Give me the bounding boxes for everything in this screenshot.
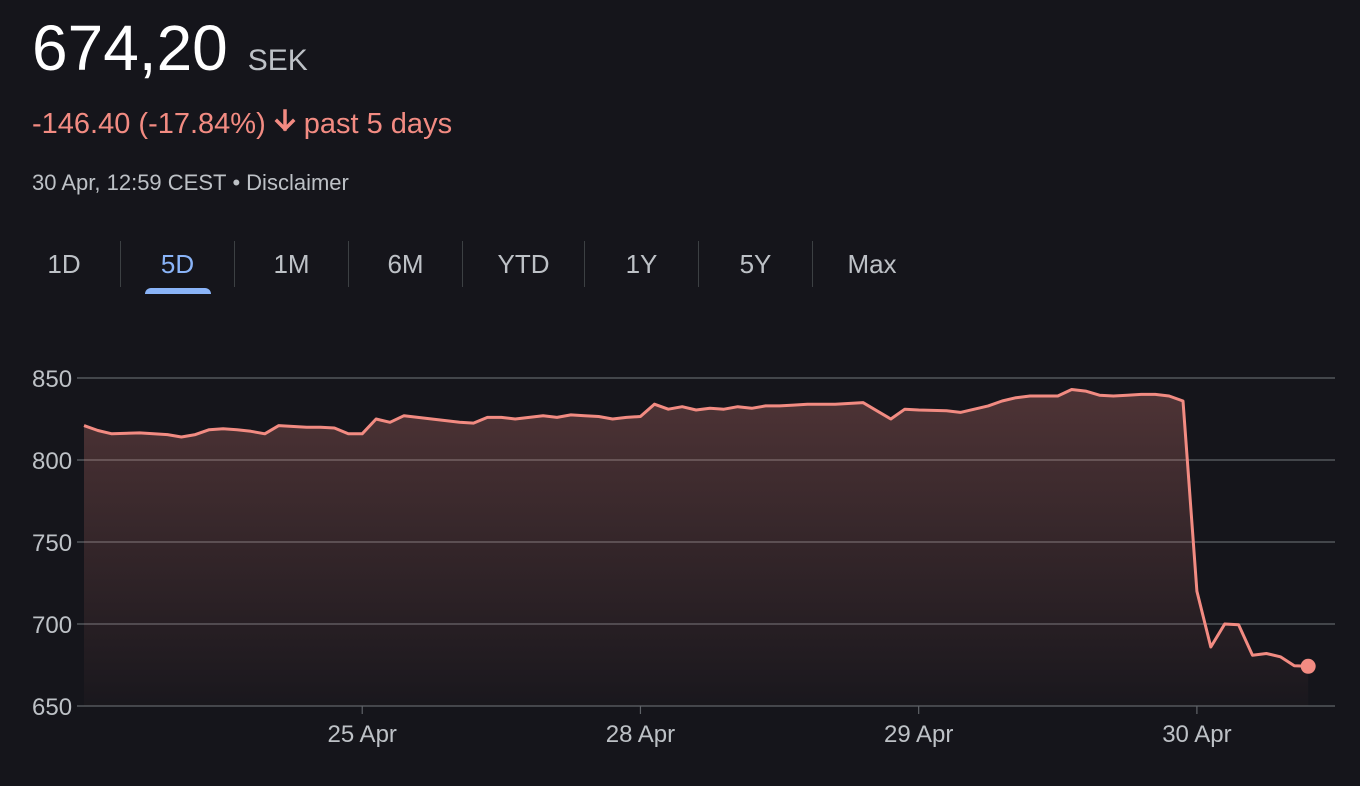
range-tabs: 1D 5D 1M 6M YTD 1Y 5Y Max	[8, 236, 931, 296]
change-period: past 5 days	[303, 108, 453, 140]
tab-divider	[812, 241, 813, 287]
currency-label: SEK	[247, 44, 308, 77]
quote-meta: 30 Apr, 12:59 CEST • Disclaimer	[32, 170, 349, 196]
arrow-down-icon	[274, 108, 296, 141]
tab-divider	[120, 241, 121, 287]
change-value: -146.40 (-17.84%)	[32, 108, 266, 140]
disclaimer-link[interactable]: Disclaimer	[246, 170, 349, 195]
timestamp: 30 Apr, 12:59 CEST	[32, 170, 227, 195]
tab-1d[interactable]: 1D	[47, 248, 81, 279]
current-price-marker	[1300, 658, 1316, 674]
y-tick-label: 650	[32, 694, 72, 721]
active-tab-indicator	[144, 288, 211, 294]
tab-1y[interactable]: 1Y	[625, 248, 658, 279]
y-tick-label: 850	[32, 366, 72, 393]
x-tick-label: 29 Apr	[884, 721, 953, 748]
price-area-fill	[84, 389, 1309, 706]
tab-ytd[interactable]: YTD	[497, 248, 550, 279]
price-chart[interactable]: 850 800 750 700 650 25 Apr 28 Apr 29 Apr 30 Apr	[0, 300, 1360, 786]
tab-divider	[462, 241, 463, 287]
tab-divider	[584, 241, 585, 287]
separator-dot: •	[232, 170, 241, 195]
tab-5d[interactable]: 5D	[121, 236, 234, 294]
tab-6m[interactable]: 6M	[387, 248, 424, 279]
tab-divider	[234, 241, 235, 287]
tab-5y[interactable]: 5Y	[739, 248, 772, 279]
tab-1m[interactable]: 1M	[273, 248, 310, 279]
y-tick-label: 700	[32, 612, 72, 639]
tab-max[interactable]: Max	[847, 248, 897, 279]
current-price: 674,20	[32, 12, 228, 84]
x-tick-label: 30 Apr	[1162, 721, 1231, 748]
x-tick-label: 25 Apr	[328, 721, 397, 748]
price-change: -146.40 (-17.84%) past 5 days	[32, 108, 452, 141]
price-line	[83, 388, 1309, 668]
y-tick-label: 750	[32, 530, 72, 557]
y-tick-label: 800	[32, 448, 72, 475]
tab-divider	[698, 241, 699, 287]
tab-divider	[348, 241, 349, 287]
price-row: 674,20 SEK	[32, 8, 308, 88]
x-tick-label: 28 Apr	[606, 721, 675, 748]
